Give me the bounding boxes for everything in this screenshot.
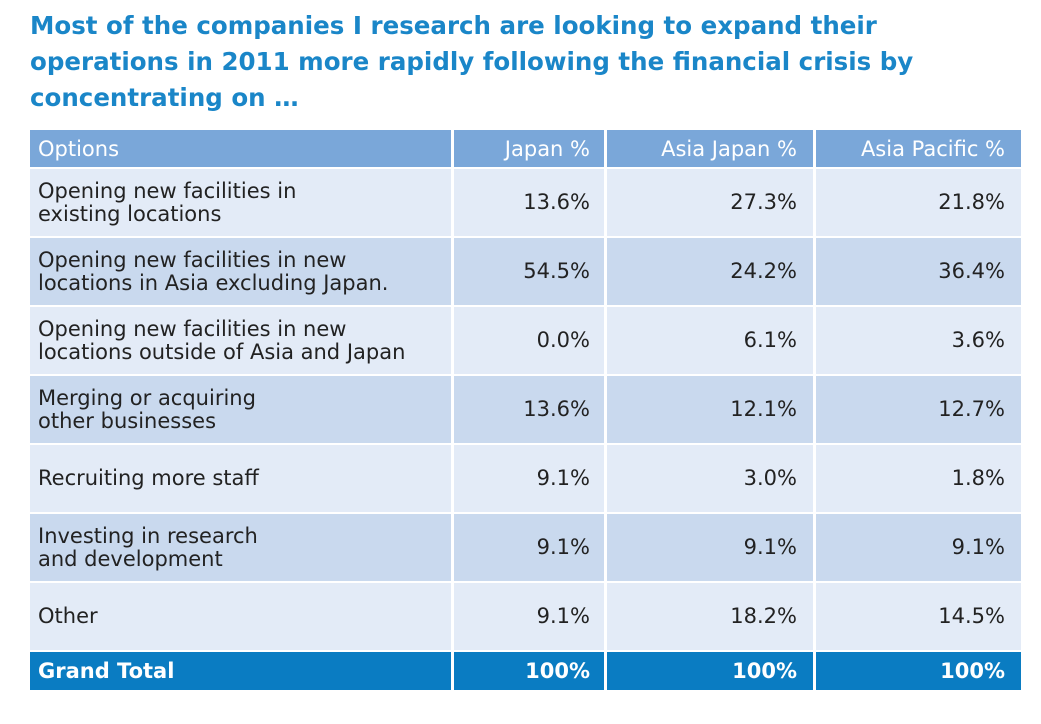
- total-japan: 100%: [454, 652, 604, 690]
- value-asia-japan: 9.1%: [607, 514, 813, 581]
- option-label-line: Recruiting more staff: [38, 466, 259, 490]
- option-label: Other: [30, 583, 451, 650]
- option-label: Opening new facilities in new locations i…: [30, 238, 451, 305]
- option-label-line: Opening new facilities in new: [38, 247, 347, 272]
- title-line: concentrating on …: [30, 83, 299, 112]
- option-label-line: Opening new facilities in new: [38, 316, 347, 341]
- value-asia-japan: 27.3%: [607, 169, 813, 236]
- option-label-line: Investing in research: [38, 523, 258, 548]
- option-label: Opening new facilities in new locations o…: [30, 307, 451, 374]
- value-asia-pacific: 3.6%: [816, 307, 1021, 374]
- table-row: Opening new facilities in new locations o…: [30, 307, 1021, 374]
- header-options: Options: [30, 130, 451, 167]
- value-asia-pacific: 12.7%: [816, 376, 1021, 443]
- value-asia-pacific: 1.8%: [816, 445, 1021, 512]
- total-asia-japan: 100%: [607, 652, 813, 690]
- total-label: Grand Total: [30, 652, 451, 690]
- value-asia-pacific: 21.8%: [816, 169, 1021, 236]
- option-label-line: locations outside of Asia and Japan: [38, 339, 406, 364]
- header-row: Options Japan % Asia Japan % Asia Pacifi…: [30, 130, 1021, 167]
- value-japan: 9.1%: [454, 514, 604, 581]
- header-japan: Japan %: [454, 130, 604, 167]
- title-line: Most of the companies I research are loo…: [30, 11, 877, 40]
- option-label: Recruiting more staff: [30, 445, 451, 512]
- table-row: Opening new facilities in existing locati…: [30, 169, 1021, 236]
- value-japan: 9.1%: [454, 445, 604, 512]
- value-japan: 13.6%: [454, 169, 604, 236]
- chart-title: Most of the companies I research are loo…: [30, 8, 1020, 116]
- option-label-line: Other: [38, 604, 98, 628]
- value-asia-pacific: 36.4%: [816, 238, 1021, 305]
- option-label-line: locations in Asia excluding Japan.: [38, 270, 389, 295]
- title-line: operations in 2011 more rapidly followin…: [30, 47, 914, 76]
- header-asia-japan: Asia Japan %: [607, 130, 813, 167]
- option-label-line: Merging or acquiring: [38, 385, 256, 410]
- option-label: Investing in research and development: [30, 514, 451, 581]
- table-row: Investing in research and development 9.1%…: [30, 514, 1021, 581]
- value-asia-japan: 6.1%: [607, 307, 813, 374]
- value-asia-japan: 24.2%: [607, 238, 813, 305]
- value-japan: 54.5%: [454, 238, 604, 305]
- value-japan: 9.1%: [454, 583, 604, 650]
- header-asia-pacific: Asia Pacific %: [816, 130, 1021, 167]
- table-row: Opening new facilities in new locations i…: [30, 238, 1021, 305]
- value-japan: 0.0%: [454, 307, 604, 374]
- value-asia-japan: 3.0%: [607, 445, 813, 512]
- value-japan: 13.6%: [454, 376, 604, 443]
- option-label: Merging or acquiring other businesses: [30, 376, 451, 443]
- total-asia-pacific: 100%: [816, 652, 1021, 690]
- value-asia-pacific: 14.5%: [816, 583, 1021, 650]
- value-asia-japan: 12.1%: [607, 376, 813, 443]
- option-label-line: other businesses: [38, 408, 217, 433]
- option-label-line: Opening new facilities in: [38, 178, 297, 203]
- table-body: Opening new facilities in existing locati…: [30, 169, 1021, 650]
- option-label: Opening new facilities in existing locati…: [30, 169, 451, 236]
- table-row: Merging or acquiring other businesses 13.6…: [30, 376, 1021, 443]
- data-table: Options Japan % Asia Japan % Asia Pacifi…: [30, 130, 1021, 692]
- value-asia-pacific: 9.1%: [816, 514, 1021, 581]
- table-row: Other 9.1% 18.2% 14.5%: [30, 583, 1021, 650]
- option-label-line: existing locations: [38, 201, 222, 226]
- option-label-line: and development: [38, 546, 223, 571]
- value-asia-japan: 18.2%: [607, 583, 813, 650]
- table-row: Recruiting more staff 9.1% 3.0% 1.8%: [30, 445, 1021, 512]
- grand-total-row: Grand Total 100% 100% 100%: [30, 652, 1021, 690]
